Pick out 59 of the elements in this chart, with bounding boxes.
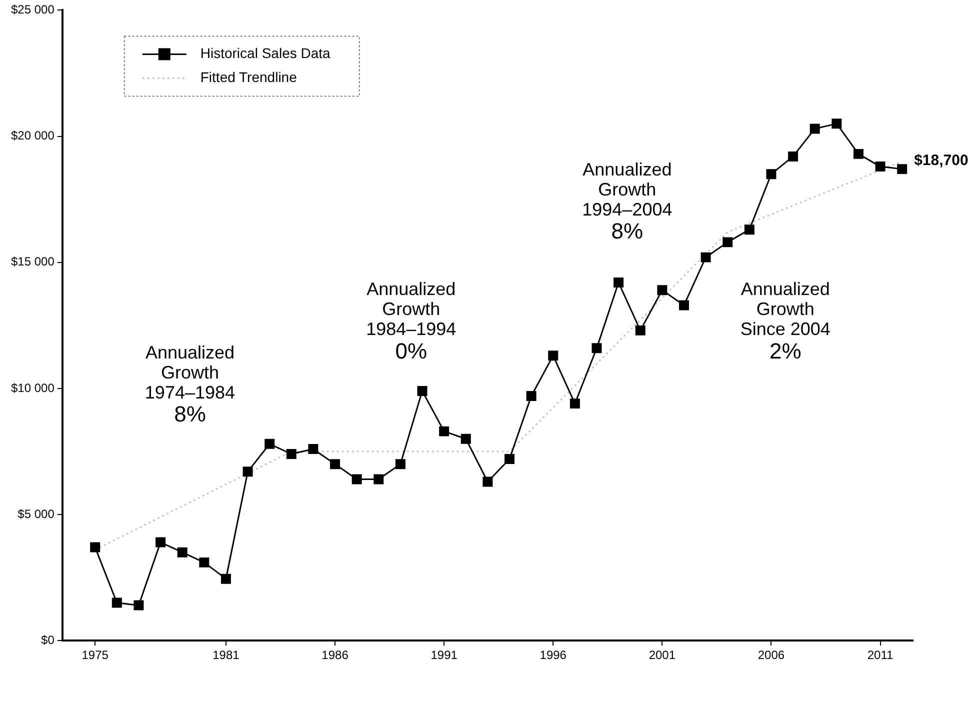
point [810, 124, 820, 134]
annotation: Annualized Growth 1974–1984 8% [144, 342, 236, 426]
point [788, 151, 798, 162]
point [722, 237, 733, 248]
y-tick-label: $20 000 [10, 128, 55, 143]
point [330, 459, 340, 470]
point [504, 454, 514, 464]
x-tick-label: 2006 [758, 648, 785, 662]
point [592, 343, 602, 354]
point [156, 537, 166, 548]
point [744, 224, 754, 235]
point [832, 118, 842, 129]
point [90, 542, 100, 552]
x-tick-label: 1991 [430, 648, 458, 662]
point [548, 350, 558, 361]
y-tick-label: $15 000 [10, 254, 55, 269]
point [112, 598, 122, 608]
x-tick-label: 1981 [212, 648, 240, 662]
data-label: $18,700 [914, 152, 968, 170]
point [635, 325, 646, 336]
legend-label: Historical Sales Data [200, 45, 331, 62]
point [875, 162, 886, 172]
point [853, 148, 864, 159]
point [460, 434, 471, 444]
point [678, 300, 689, 310]
point [657, 285, 668, 296]
point [286, 449, 296, 459]
y-tick-label: $25 000 [10, 2, 55, 17]
point [308, 444, 318, 454]
point [199, 557, 210, 568]
point [264, 438, 275, 449]
point [700, 252, 711, 262]
annotation: Annualized Growth Since 2004 2% [740, 279, 830, 364]
point [766, 169, 776, 180]
point [417, 386, 428, 396]
x-tick-label: 1975 [82, 648, 109, 662]
x-tick-label: 2001 [648, 648, 676, 662]
point [526, 391, 536, 401]
point [482, 476, 493, 487]
y-tick-label: $0 [41, 632, 55, 647]
x-tick-label: 2011 [867, 648, 894, 662]
annotation: Annualized Growth 1984–1994 0% [366, 279, 456, 364]
point [570, 398, 580, 409]
point [395, 459, 406, 470]
point [242, 466, 253, 477]
point [177, 547, 188, 558]
point [439, 426, 450, 436]
y-tick-label: $5 000 [18, 506, 55, 521]
legend-label: Fitted Trendline [200, 69, 298, 86]
x-tick-label: 1996 [540, 648, 567, 662]
annotation: Annualized Growth 1994–2004 8% [582, 159, 672, 244]
point [134, 600, 144, 610]
point [352, 474, 362, 484]
point [220, 574, 231, 584]
y-tick-label: $10 000 [10, 380, 55, 395]
point [897, 164, 908, 174]
x-tick-label: 1986 [322, 648, 349, 662]
point [374, 474, 384, 484]
point [614, 278, 624, 288]
